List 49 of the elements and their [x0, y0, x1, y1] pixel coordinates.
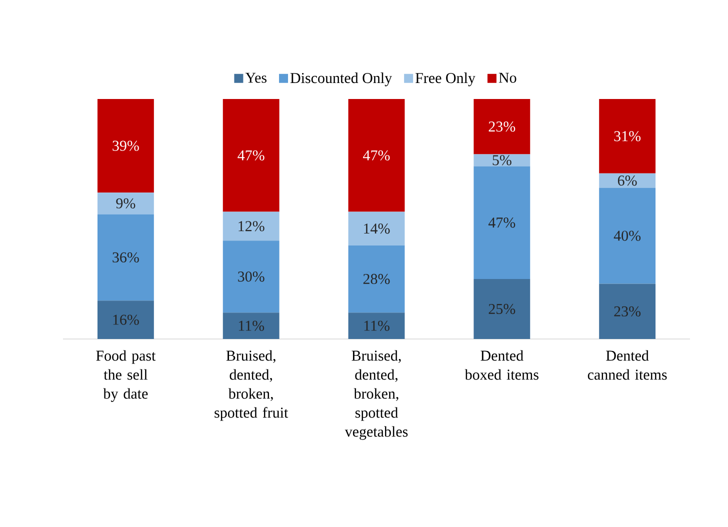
bar [474, 166, 530, 279]
bar [599, 284, 656, 339]
bar [222, 98, 280, 212]
data-label: 47% [488, 218, 516, 228]
data-label: 30% [238, 272, 264, 282]
bar [97, 98, 154, 193]
data-label: 25% [488, 304, 516, 314]
bar [97, 214, 154, 301]
legend-label: Discounted Only [290, 72, 392, 86]
bar [97, 300, 154, 339]
data-label: 39% [112, 140, 139, 151]
bar [599, 188, 656, 284]
data-label: 40% [614, 230, 641, 241]
data-label: 36% [112, 252, 139, 262]
x-tick-label: Dented boxed items [464, 350, 538, 380]
data-label: 31% [614, 131, 641, 142]
data-label: 11% [238, 320, 264, 331]
bar [97, 192, 154, 214]
bar [474, 279, 530, 339]
data-label: 14% [364, 224, 390, 234]
x-tick-label: Dented canned items [588, 350, 667, 380]
data-label: 11% [364, 320, 390, 331]
bar [348, 245, 405, 313]
data-label: 12% [238, 221, 264, 232]
legend-label: No [498, 72, 516, 83]
bar [222, 240, 280, 313]
bar [348, 98, 405, 212]
data-label: 23% [488, 122, 516, 132]
bar [599, 98, 656, 174]
data-label: 6% [618, 176, 637, 186]
data-label: 47% [363, 150, 390, 160]
data-label: 5% [492, 155, 512, 166]
bar [222, 312, 280, 339]
x-tick-label: Food past the sell by date [96, 350, 156, 402]
x-tick-label: Bruised, dented, broken, spotted fruit [214, 350, 288, 421]
bar [348, 312, 405, 339]
bar [474, 154, 530, 166]
legend-label: Free Only [416, 72, 476, 86]
data-label: 23% [614, 306, 641, 316]
bar [222, 212, 280, 241]
data-label: 9% [116, 198, 136, 208]
legend-label: Yes [245, 72, 266, 83]
data-label: 28% [363, 274, 390, 284]
x-tick-label: Bruised, dented, broken, spotted vegetables [344, 350, 408, 440]
bar [348, 212, 405, 246]
bar [474, 98, 530, 154]
data-label: 47% [238, 150, 264, 160]
data-label: 16% [113, 314, 139, 325]
bar [599, 173, 656, 188]
